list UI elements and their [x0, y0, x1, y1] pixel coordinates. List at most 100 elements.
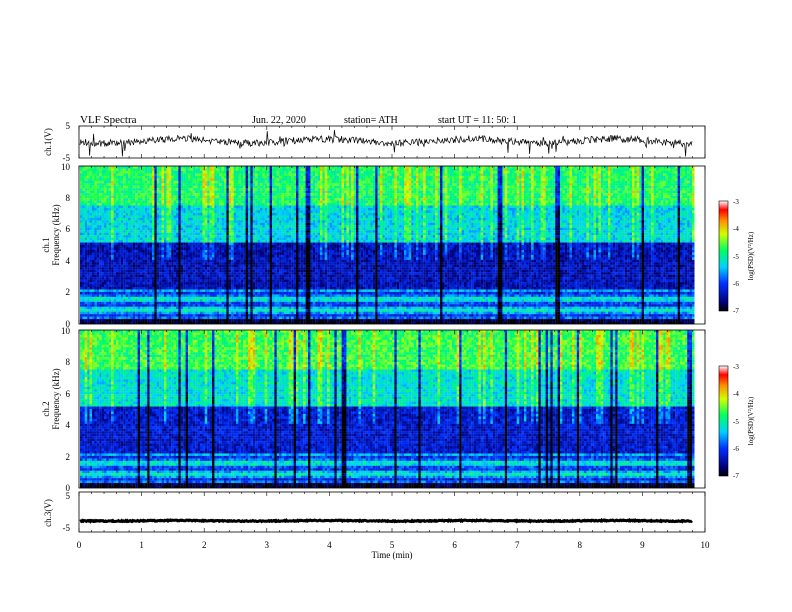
ch1-spectrogram-cell [128, 178, 131, 181]
ch1-spectrogram-cell [212, 307, 215, 310]
ch1-spectrogram-cell [219, 282, 222, 285]
ch1-spectrogram-cell [94, 233, 97, 236]
ch1-spectrogram-cell [104, 277, 107, 280]
ch1-spectrogram-cell [214, 181, 217, 184]
ch1-spectrogram-cell [109, 247, 112, 250]
ch1-spectrogram-cell [164, 270, 167, 273]
ch1-spectrogram-cell [118, 245, 121, 248]
ch1-spectrogram-cell [123, 233, 126, 236]
ch1-spectrogram-cell [85, 280, 88, 283]
ch1-spectrogram-cell [212, 240, 215, 243]
ch1-spectrogram-cell [162, 208, 165, 211]
ch1-spectrogram-cell [147, 193, 150, 196]
ch1-spectrogram-cell [94, 186, 97, 189]
ch1-spectrogram-cell [162, 312, 165, 315]
ch1-spectrogram-cell [157, 287, 160, 290]
ch1-spectrogram-cell [214, 257, 217, 260]
ch1-spectrogram-cell [114, 206, 117, 209]
ch1-spectrogram-cell [183, 275, 186, 278]
ch1-spectrogram-cell [85, 262, 88, 265]
ch1-spectrogram-cell [224, 203, 227, 206]
ch1-spectrogram-cell [219, 289, 222, 292]
ch1-spectrogram-cell [159, 240, 162, 243]
ch1-spectrogram-cell [85, 230, 88, 233]
ch1-spectrogram-cell [116, 287, 119, 290]
ch1-spectrogram-cell [202, 230, 205, 233]
ch1-spectrogram-cell [174, 183, 177, 186]
ch1-spectrogram-cell [126, 176, 129, 179]
ch1-spectrogram-cell [111, 299, 114, 302]
ch1-spectrogram-cell [97, 267, 100, 270]
ch1-spectrogram-cell [166, 277, 169, 280]
ch1-spectrogram-cell [178, 223, 181, 226]
ch1-spectrogram-cell [202, 277, 205, 280]
ch1-spectrogram-cell [140, 178, 143, 181]
ch1-spectrogram-cell [193, 223, 196, 226]
ch1-spectrogram-cell [219, 277, 222, 280]
ch1-spectrogram-cell [224, 176, 227, 179]
ch1-spectrogram-cell [200, 297, 203, 300]
ch1-spectrogram-cell [210, 243, 213, 246]
ch1-spectrogram-cell [193, 270, 196, 273]
ch1-spectrogram-cell [157, 319, 160, 322]
ch1-spectrogram-cell [181, 260, 184, 263]
ch1-spectrogram-cell [183, 314, 186, 317]
ch1-spectrogram-cell [174, 252, 177, 255]
ch1-spectrogram-cell [114, 317, 117, 320]
ch1-spectrogram-cell [176, 230, 179, 233]
ch1-spectrogram-cell [178, 260, 181, 263]
ch1-spectrogram-cell [142, 294, 145, 297]
ch1-spectrogram-cell [82, 225, 85, 228]
ch1-spectrogram-cell [222, 307, 225, 310]
ch1-spectrogram-cell [150, 176, 153, 179]
ch1-spectrogram-cell [150, 289, 153, 292]
ch1-spectrogram-cell [140, 309, 143, 312]
ch1-spectrogram-cell [200, 218, 203, 221]
ch1-spectrogram-cell [159, 265, 162, 268]
ch1-spectrogram-cell [80, 277, 83, 280]
ch1-spectrogram-cell [174, 275, 177, 278]
ch1-spectrogram-cell [82, 188, 85, 191]
ch1-spectrogram-cell [152, 208, 155, 211]
ch1-spectrogram-cell [106, 208, 109, 211]
ch1-spectrogram-cell [176, 173, 179, 176]
ch1-spectrogram-cell [118, 277, 121, 280]
ch1-spectrogram-cell [85, 255, 88, 258]
ch1-spectrogram-cell [212, 218, 215, 221]
ch1-spectrogram-cell [104, 275, 107, 278]
ch1-spectrogram-cell [169, 240, 172, 243]
ch1-spectrogram-cell [214, 186, 217, 189]
ch1-spectrogram-cell [217, 228, 220, 231]
ch1-spectrogram-cell [118, 294, 121, 297]
ch1-spectrogram-cell [195, 250, 198, 253]
ch1-spectrogram-cell [219, 292, 222, 295]
ch1-spectrogram-cell [205, 186, 208, 189]
ch1-spectrogram-cell [111, 314, 114, 317]
ch1-spectrogram-cell [207, 262, 210, 265]
ch1-spectrogram-cell [219, 191, 222, 194]
ch1-spectrogram-cell [198, 262, 201, 265]
ch1-spectrogram-cell [222, 206, 225, 209]
ch1-spectrogram-cell [205, 289, 208, 292]
ch1-spectrogram-cell [138, 309, 141, 312]
ch1-spectrogram-cell [219, 317, 222, 320]
ch1-spectrogram-cell [164, 307, 167, 310]
ch1-spectrogram-cell [159, 260, 162, 263]
ch1-spectrogram-cell [133, 247, 136, 250]
ch1-spectrogram-cell [80, 297, 83, 300]
ch1-spectrogram-cell [80, 304, 83, 307]
ch1-spectrogram-cell [195, 275, 198, 278]
ch1-spectrogram-cell [186, 223, 189, 226]
ch1-spectrogram-cell [176, 218, 179, 221]
ch1-spectrogram-cell [190, 294, 193, 297]
ch1-spectrogram-cell [94, 178, 97, 181]
ch1-spectrogram-cell [207, 171, 210, 174]
ch1-spectrogram-cell [171, 215, 174, 218]
ch1-spectrogram-cell [106, 201, 109, 204]
ch1-spectrogram-cell [152, 220, 155, 223]
ch1-spectrogram-cell [217, 289, 220, 292]
ch1-spectrogram-cell [138, 243, 141, 246]
ch1-spectrogram-cell [106, 302, 109, 305]
ch1-spectrogram-cell [147, 289, 150, 292]
ch1-spectrogram-cell [152, 203, 155, 206]
